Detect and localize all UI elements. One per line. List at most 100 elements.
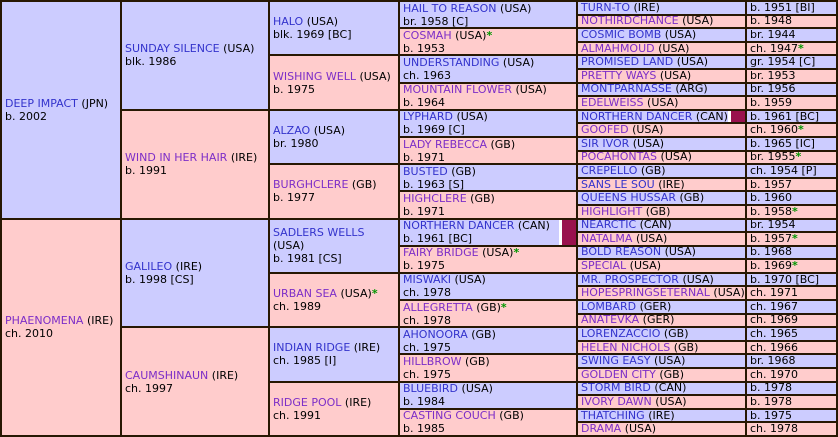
link-hail-to-reason[interactable]: HAIL TO REASON xyxy=(403,2,497,15)
link-swing-easy[interactable]: SWING EASY xyxy=(581,355,651,368)
link-cosmic-bomb[interactable]: COSMIC BOMB xyxy=(581,29,662,41)
link-sadlers-wells[interactable]: SADLERS WELLS xyxy=(273,226,365,240)
link-ridge-pool[interactable]: RIDGE POOL xyxy=(273,395,342,409)
birth-info: b. 1964 xyxy=(403,96,445,109)
link-wind-in-her-hair[interactable]: WIND IN HER HAIR xyxy=(125,151,228,165)
country-label: (GB) xyxy=(476,301,501,314)
link-sunday-silence[interactable]: SUNDAY SILENCE xyxy=(125,42,220,56)
link-deep-impact[interactable]: DEEP IMPACT xyxy=(5,96,78,110)
link-golden-city[interactable]: GOLDEN CITY xyxy=(581,369,656,381)
link-miswaki[interactable]: MISWAKI xyxy=(403,273,451,287)
cell-thatching: THATCHING (IRE) xyxy=(578,409,745,422)
link-urban-sea[interactable]: URBAN SEA xyxy=(273,287,337,301)
link-galileo[interactable]: GALILEO xyxy=(125,259,173,273)
country-label: (USA) xyxy=(713,287,745,300)
cell-storm-bird: STORM BIRD (CAN) xyxy=(578,382,745,395)
year-anatevka: ch. 1969 xyxy=(747,314,836,327)
country-label: (GB) xyxy=(499,409,524,423)
link-special[interactable]: SPECIAL xyxy=(581,260,627,272)
cell-lyphard: LYPHARD (USA) b. 1969 [C] xyxy=(400,110,576,136)
link-storm-bird[interactable]: STORM BIRD xyxy=(581,382,651,395)
link-bold-reason[interactable]: BOLD REASON xyxy=(581,246,662,259)
link-fairy-bridge[interactable]: FAIRY BRIDGE xyxy=(403,246,479,260)
link-turn-to[interactable]: TURN-TO xyxy=(581,2,630,14)
link-anatevka[interactable]: ANATEVKA xyxy=(581,314,640,327)
cell-natalma: NATALMA (USA) xyxy=(578,233,745,245)
country-label: (USA) xyxy=(682,273,714,286)
link-sans-le-sou[interactable]: SANS LE SOU xyxy=(581,178,655,191)
cell-wind-in-her-hair: WIND IN HER HAIR (IRE) b. 1991 xyxy=(122,110,268,218)
birth-info: ch. 1991 xyxy=(273,408,322,422)
link-pretty-ways[interactable]: PRETTY WAYS xyxy=(581,69,657,82)
link-lombard[interactable]: LOMBARD xyxy=(581,301,637,313)
link-northern-dancer[interactable]: NORTHERN DANCER xyxy=(403,219,515,233)
link-wishing-well[interactable]: WISHING WELL xyxy=(273,69,356,83)
year-storm-bird: b. 1978 xyxy=(747,382,836,395)
cell-mr-prospector: MR. PROSPECTOR (USA) xyxy=(578,273,745,286)
link-montparnasse[interactable]: MONTPARNASSE xyxy=(581,83,672,96)
link-lyphard[interactable]: LYPHARD xyxy=(403,110,453,124)
link-understanding[interactable]: UNDERSTANDING xyxy=(403,56,500,69)
year-swing-easy: br. 1968 xyxy=(747,355,836,368)
link-ahonoora[interactable]: AHONOORA xyxy=(403,328,468,341)
link-casting-couch[interactable]: CASTING COUCH xyxy=(403,409,496,423)
link-northern-dancer[interactable]: NORTHERN DANCER xyxy=(581,110,693,123)
link-queens-hussar[interactable]: QUEENS HUSSAR xyxy=(581,192,676,204)
link-edelweiss[interactable]: EDELWEISS xyxy=(581,97,644,109)
link-nothirdchance[interactable]: NOTHIRDCHANCE xyxy=(581,15,679,28)
link-pocahontas[interactable]: POCAHONTAS xyxy=(581,151,658,164)
cell-fairy-bridge: FAIRY BRIDGE (USA)* b. 1975 xyxy=(400,246,576,272)
link-natalma[interactable]: NATALMA xyxy=(581,233,633,245)
link-nearctic[interactable]: NEARCTIC xyxy=(581,219,637,232)
link-mr-prospector[interactable]: MR. PROSPECTOR xyxy=(581,273,679,286)
link-burghclere[interactable]: BURGHCLERE xyxy=(273,178,349,192)
link-helen-nichols[interactable]: HELEN NICHOLS xyxy=(581,341,671,354)
link-allegretta[interactable]: ALLEGRETTA xyxy=(403,301,473,314)
link-thatching[interactable]: THATCHING xyxy=(581,409,645,422)
link-indian-ridge[interactable]: INDIAN RIDGE xyxy=(273,341,351,355)
inbreeding-asterisk: * xyxy=(486,29,493,42)
country-label: (GB) xyxy=(451,165,476,178)
link-lady-rebecca[interactable]: LADY REBECCA xyxy=(403,137,487,151)
link-phaenomena[interactable]: PHAENOMENA xyxy=(5,314,84,328)
cell-hopespringseternal: HOPESPRINGSETERNAL (USA) xyxy=(578,287,745,300)
link-goofed[interactable]: GOOFED xyxy=(581,124,629,136)
birth-info: b. 1984 xyxy=(403,395,445,408)
cell-urban-sea: URBAN SEA (USA)* ch. 1989 xyxy=(270,273,398,327)
link-mountain-flower[interactable]: MOUNTAIN FLOWER xyxy=(403,83,512,97)
link-caumshinaun[interactable]: CAUMSHINAUN xyxy=(125,368,209,382)
cell-wishing-well: WISHING WELL (USA) b. 1975 xyxy=(270,56,398,109)
link-hillbrow[interactable]: HILLBROW xyxy=(403,355,462,369)
country-label: (CAN) xyxy=(517,219,550,233)
link-hopespringseternal[interactable]: HOPESPRINGSETERNAL xyxy=(581,287,710,300)
country-label: (CAN) xyxy=(695,110,728,123)
cell-phaenomena: PHAENOMENA (IRE) ch. 2010 xyxy=(2,219,120,435)
link-almahmoud[interactable]: ALMAHMOUD xyxy=(581,42,655,55)
link-sir-ivor[interactable]: SIR IVOR xyxy=(581,137,630,150)
inbreeding-asterisk: * xyxy=(513,246,520,260)
cell-highlight: HIGHLIGHT (GB) xyxy=(578,205,745,218)
link-ivory-dawn[interactable]: IVORY DAWN xyxy=(581,396,652,408)
country-label: (GB) xyxy=(640,165,666,177)
link-highclere[interactable]: HIGHCLERE xyxy=(403,192,467,205)
link-lorenzaccio[interactable]: LORENZACCIO xyxy=(581,328,661,340)
birth-info: blk. 1969 [BC] xyxy=(273,28,352,42)
link-promised-land[interactable]: PROMISED LAND xyxy=(581,56,674,68)
year-lombard: ch. 1967 xyxy=(747,301,836,313)
cell-swing-easy: SWING EASY (USA) xyxy=(578,355,745,368)
link-drama[interactable]: DRAMA xyxy=(581,423,622,435)
link-crepello[interactable]: CREPELLO xyxy=(581,165,638,177)
country-label: (USA) xyxy=(632,124,664,136)
link-highlight[interactable]: HIGHLIGHT xyxy=(581,205,643,218)
year-ivory-dawn: b. 1978 xyxy=(747,396,836,408)
link-busted[interactable]: BUSTED xyxy=(403,165,448,178)
link-halo[interactable]: HALO xyxy=(273,15,304,29)
country-label: (IRE) xyxy=(648,409,675,422)
link-bluebird[interactable]: BLUEBIRD xyxy=(403,382,459,396)
birth-info: b. 1991 xyxy=(125,164,167,178)
link-cosmah[interactable]: COSMAH xyxy=(403,29,452,42)
cell-hail-to-reason: HAIL TO REASON (USA) br. 1958 [C] xyxy=(400,2,576,28)
country-label: (USA) xyxy=(461,382,493,396)
country-label: (IRE) xyxy=(658,178,685,191)
link-alzao[interactable]: ALZAO xyxy=(273,123,311,137)
